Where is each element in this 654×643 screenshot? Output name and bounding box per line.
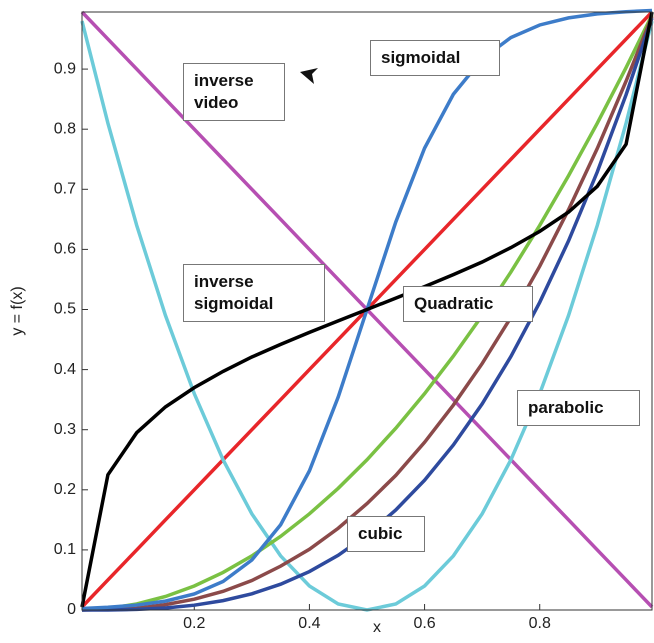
y-tick-label: 0.6 [54,241,76,258]
y-tick-label: 0.8 [54,120,76,137]
annotation: Quadratic [403,286,533,322]
line-series [80,11,654,608]
annotation: inverse video [183,63,285,121]
y-tick-label: 0.5 [54,301,76,318]
x-tick-label: 0.2 [183,615,205,632]
x-tick-label: 0.6 [413,615,435,632]
x-tick-label: 0.8 [529,615,551,632]
y-tick-label: 0 [67,601,76,618]
annotation: inverse sigmoidal [183,264,325,322]
y-axis-label: y = f(x) [9,286,26,335]
x-axis-label: x [373,619,381,636]
annotation: cubic [347,516,425,552]
y-tick-label: 0.3 [54,421,76,438]
x-tick-label: 0.4 [298,615,320,632]
y-tick-label: 0.1 [54,541,76,558]
y-tick-label: 0.9 [54,60,76,77]
line-series [81,14,654,612]
y-tick-label: 0.2 [54,481,76,498]
y-tick-label: 0.4 [54,361,76,378]
cursor-arrow [300,68,318,84]
annotation: parabolic [517,390,640,426]
plot-frame [81,11,653,611]
line-series [81,15,654,612]
y-tick-label: 0.7 [54,181,76,198]
annotation: sigmoidal [370,40,500,76]
